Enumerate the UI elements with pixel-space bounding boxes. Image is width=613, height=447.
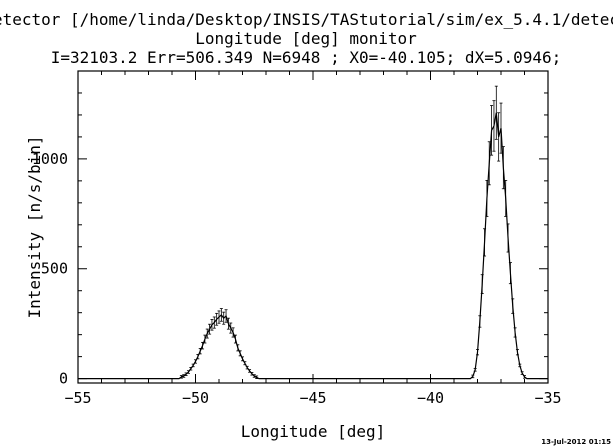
x-tick-label: −45: [299, 389, 326, 407]
x-tick-label: −35: [534, 389, 561, 407]
error-bars: [179, 85, 526, 380]
x-axis-label: Longitude [deg]: [241, 422, 386, 441]
x-tick-label: −40: [417, 389, 444, 407]
plot-frame: [77, 70, 549, 384]
y-tick-label: 0: [59, 370, 68, 388]
timestamp: 13-Jul-2012 01:15: [541, 438, 611, 446]
y-tick-label: 1000: [32, 150, 68, 168]
series-line: [78, 112, 548, 380]
y-tick-label: 500: [41, 260, 68, 278]
chart-title-line-2: Longitude [deg] monitor: [195, 29, 417, 48]
chart-title-line-1: Detector [/home/linda/Desktop/INSIS/TASt…: [0, 10, 613, 29]
x-tick-label: −50: [182, 389, 209, 407]
x-tick-label: −55: [64, 389, 91, 407]
y-tick-labels: 0 500 1000: [32, 150, 68, 388]
x-tick-labels: −55 −50 −45 −40 −35: [64, 389, 561, 407]
y-axis-label: Intensity [n/s/bin]: [25, 135, 44, 318]
chart-title-line-3: I=32103.2 Err=506.349 N=6948 ; X0=-40.10…: [51, 48, 562, 67]
axis-ticks: [77, 71, 549, 383]
